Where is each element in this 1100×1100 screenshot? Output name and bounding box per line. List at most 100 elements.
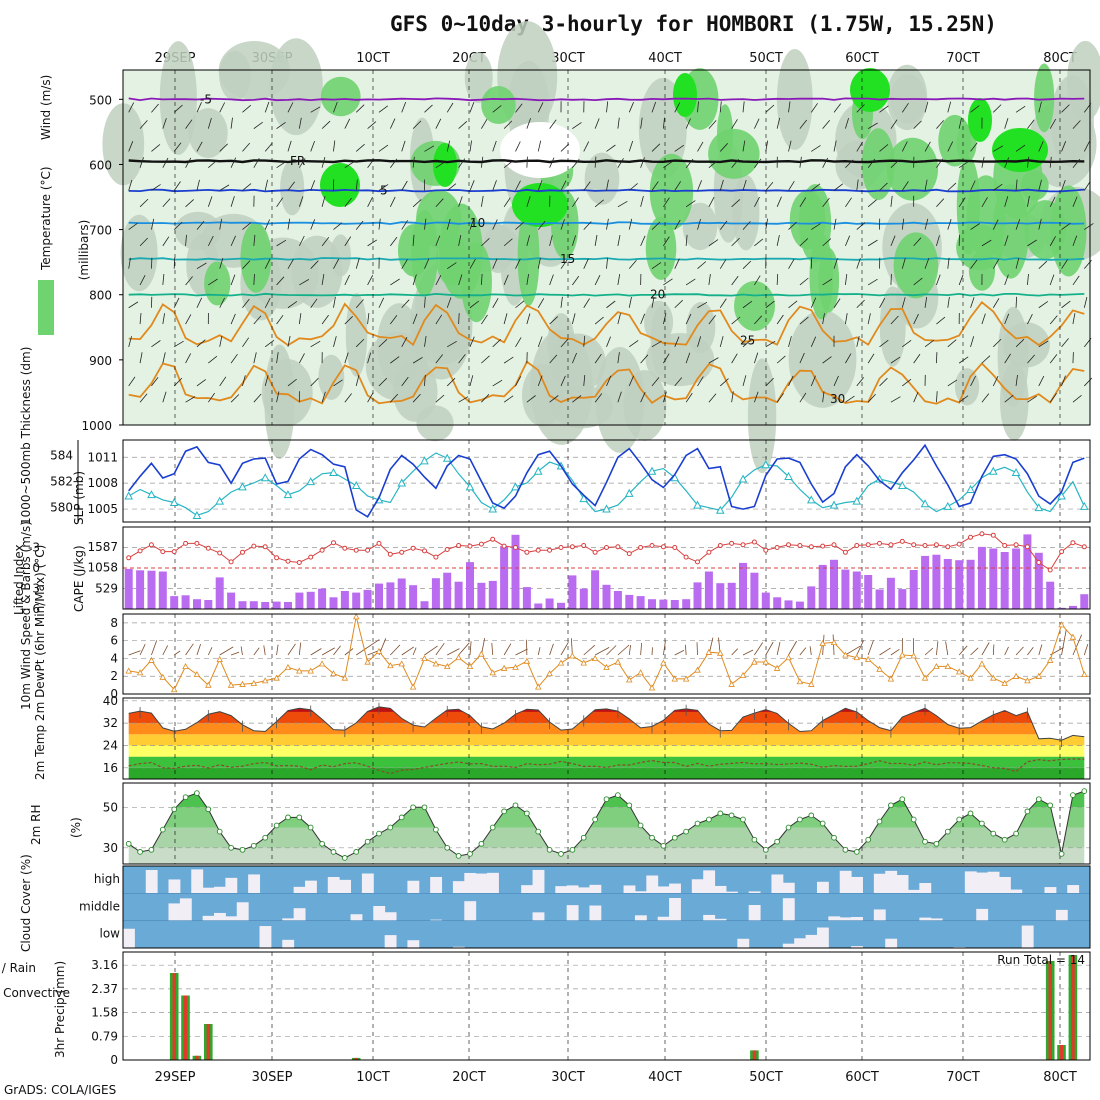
wind-barb <box>970 223 980 230</box>
wind-barb <box>663 236 670 247</box>
wind-barb-10m <box>469 641 472 656</box>
wind-barb <box>731 353 738 364</box>
wind-barb <box>446 218 451 230</box>
wind-barb <box>651 340 662 348</box>
wind-barb <box>242 142 251 152</box>
wind-barb <box>901 257 906 269</box>
rh-marker <box>546 846 553 853</box>
wind-barb <box>378 377 388 387</box>
date-label-bottom: 20CT <box>452 1070 486 1085</box>
thickness-marker <box>306 477 316 486</box>
wind-barb <box>242 260 251 269</box>
rh-marker <box>990 830 997 837</box>
wind-barb <box>1004 117 1009 129</box>
wind-barb <box>526 395 536 403</box>
wind-speed-marker <box>296 667 303 674</box>
rh-marker <box>467 851 473 857</box>
wind-barb <box>958 274 964 286</box>
wind-barb <box>765 377 774 387</box>
wind-barb <box>367 352 372 364</box>
wind-barb <box>196 297 203 308</box>
cloud-cell <box>1021 925 1034 948</box>
wind-speed-marker <box>899 651 906 658</box>
wind-barb <box>810 103 818 113</box>
precip-convective-bar <box>752 1050 757 1060</box>
wind-speed-marker <box>443 663 451 670</box>
wind-barb <box>560 143 570 152</box>
wind-barb <box>822 197 830 208</box>
wind-barb <box>355 338 365 348</box>
thickness-marker <box>238 482 247 491</box>
cape-bar <box>477 582 486 609</box>
thickness-marker <box>511 482 520 491</box>
wind-barb <box>242 222 252 230</box>
thickness-marker <box>124 491 134 500</box>
thickness-marker <box>1034 503 1044 512</box>
wind-speed-marker <box>864 655 872 662</box>
wind-barb <box>663 278 673 286</box>
wind-barb <box>765 218 768 230</box>
cape-bar <box>795 601 804 609</box>
wind-barb-10m <box>992 644 995 656</box>
lifted-index-marker <box>274 555 280 561</box>
lifted-index-marker <box>820 543 826 549</box>
rh-marker <box>398 814 405 821</box>
rh-marker <box>194 790 200 796</box>
wind-barb <box>697 101 699 113</box>
rh-marker <box>728 812 735 819</box>
wind-barb <box>947 101 952 113</box>
wind-barb <box>276 197 284 208</box>
cloud-cell <box>384 912 397 921</box>
rh-shade <box>188 108 228 158</box>
wind-barb <box>435 354 444 364</box>
wind-barb <box>1004 235 1009 246</box>
wind-barb <box>1049 236 1056 247</box>
rh-marker <box>660 842 667 849</box>
thickness-marker <box>988 466 998 475</box>
wind-barb <box>1061 375 1066 387</box>
rh-marker <box>455 853 462 859</box>
wind-speed-marker <box>1069 633 1077 640</box>
wind-barb <box>776 314 784 325</box>
rh-band <box>128 847 1085 864</box>
wind-barb <box>469 101 475 113</box>
wind-speed-marker <box>785 654 792 661</box>
wind-barb <box>1061 222 1071 230</box>
cape-bar <box>284 602 292 609</box>
wind-barb <box>469 336 475 347</box>
wind-barb <box>1038 218 1042 230</box>
wind-speed-marker <box>682 675 690 682</box>
wind-barb <box>1049 156 1052 168</box>
cloud-cell <box>907 889 920 894</box>
cloud-cell <box>885 870 898 894</box>
wind-speed-marker <box>1046 656 1054 663</box>
wind-barb <box>662 313 667 325</box>
cloud-cell <box>964 871 977 894</box>
cloud-cell <box>430 876 443 894</box>
wind-barb <box>708 160 718 169</box>
wind-barb <box>515 141 521 152</box>
rh-shade-high <box>649 153 694 230</box>
wind-barb <box>685 158 694 168</box>
rh-frame <box>122 782 1091 865</box>
wind-barb <box>583 374 586 386</box>
wind-barb <box>287 218 291 230</box>
rh-shade-saturated <box>320 163 360 207</box>
wind-tick-label: 6 <box>110 634 118 648</box>
cloud-cell <box>327 876 340 894</box>
wind-barb <box>776 117 781 129</box>
cape-bar <box>500 546 509 609</box>
rh-marker <box>717 810 724 817</box>
wind-barb <box>913 120 922 129</box>
rh-marker <box>671 834 678 841</box>
wind-barb <box>151 376 159 387</box>
wind-barb <box>458 196 463 207</box>
wind-barb <box>526 274 529 286</box>
rh-marker <box>512 802 519 809</box>
wind-barb <box>310 298 318 308</box>
lifted-index-marker <box>672 545 678 550</box>
wind-barb <box>219 336 223 347</box>
rh-marker <box>580 834 587 841</box>
wind-barb <box>947 296 950 308</box>
wind-barb <box>719 378 729 387</box>
